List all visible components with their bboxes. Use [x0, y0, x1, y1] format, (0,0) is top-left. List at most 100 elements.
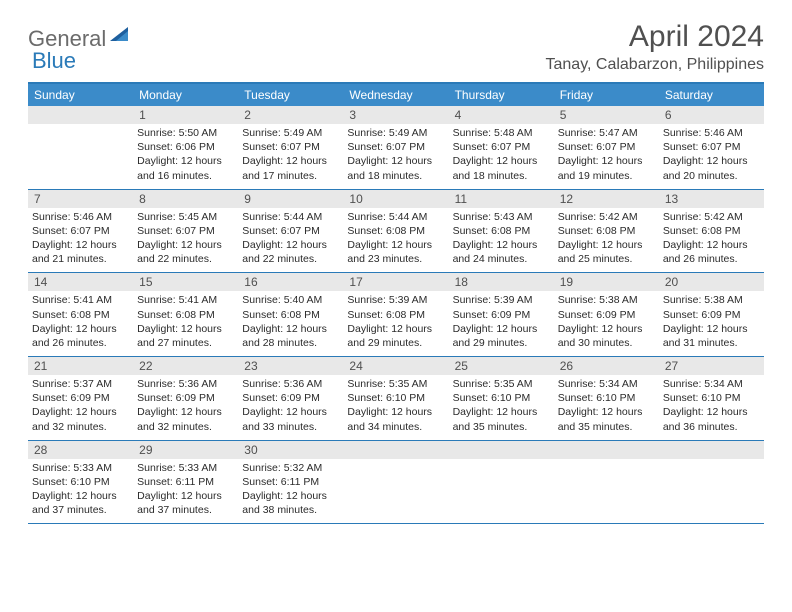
sunset-text: Sunset: 6:08 PM	[558, 224, 655, 238]
daylight-text: Daylight: 12 hours and 37 minutes.	[137, 489, 234, 517]
day-of-week-row: SundayMondayTuesdayWednesdayThursdayFrid…	[28, 84, 764, 106]
day-cell: 18Sunrise: 5:39 AMSunset: 6:09 PMDayligh…	[449, 273, 554, 356]
sunset-text: Sunset: 6:07 PM	[32, 224, 129, 238]
daylight-text: Daylight: 12 hours and 21 minutes.	[32, 238, 129, 266]
day-of-week-header: Friday	[554, 84, 659, 106]
day-cell	[449, 441, 554, 524]
daylight-text: Daylight: 12 hours and 34 minutes.	[347, 405, 444, 433]
day-number: 25	[449, 357, 554, 375]
day-number	[659, 441, 764, 459]
day-cell: 20 Sunrise: 5:38 AMSunset: 6:09 PMDayligh…	[659, 273, 764, 356]
calendar-grid: SundayMondayTuesdayWednesdayThursdayFrid…	[28, 82, 764, 524]
day-body: Sunrise: 5:33 AMSunset: 6:10 PMDaylight:…	[28, 459, 133, 518]
sunset-text: Sunset: 6:08 PM	[242, 308, 339, 322]
day-number: 15	[133, 273, 238, 291]
sunrise-text: Sunrise: 5:37 AM	[32, 377, 129, 391]
sunrise-text: Sunrise: 5:38 AM	[663, 293, 760, 307]
daylight-text: Daylight: 12 hours and 18 minutes.	[347, 154, 444, 182]
day-body: Sunrise: 5:45 AMSunset: 6:07 PMDaylight:…	[133, 208, 238, 267]
day-body: Sunrise: 5:46 AMSunset: 6:07 PMDaylight:…	[28, 208, 133, 267]
day-number: 20	[659, 273, 764, 291]
day-cell: 1Sunrise: 5:50 AMSunset: 6:06 PMDaylight…	[133, 106, 238, 189]
day-body: Sunrise: 5:46 AMSunset: 6:07 PMDaylight:…	[659, 124, 764, 183]
day-cell: 30Sunrise: 5:32 AMSunset: 6:11 PMDayligh…	[238, 441, 343, 524]
day-number: 14	[28, 273, 133, 291]
sunrise-text: Sunrise: 5:41 AM	[32, 293, 129, 307]
daylight-text: Daylight: 12 hours and 26 minutes.	[663, 238, 760, 266]
sunrise-text: Sunrise: 5:35 AM	[453, 377, 550, 391]
daylight-text: Daylight: 12 hours and 22 minutes.	[242, 238, 339, 266]
sunset-text: Sunset: 6:09 PM	[242, 391, 339, 405]
day-cell: 14Sunrise: 5:41 AMSunset: 6:08 PMDayligh…	[28, 273, 133, 356]
calendar-page: General April 2024 Tanay, Calabarzon, Ph…	[0, 0, 792, 544]
day-number: 5	[554, 106, 659, 124]
daylight-text: Daylight: 12 hours and 38 minutes.	[242, 489, 339, 517]
sunrise-text: Sunrise: 5:42 AM	[558, 210, 655, 224]
location-label: Tanay, Calabarzon, Philippines	[546, 56, 765, 74]
day-cell: 24Sunrise: 5:35 AMSunset: 6:10 PMDayligh…	[343, 357, 448, 440]
day-cell: 15Sunrise: 5:41 AMSunset: 6:08 PMDayligh…	[133, 273, 238, 356]
logo-word-2: Blue	[32, 48, 76, 73]
day-number: 12	[554, 190, 659, 208]
sunset-text: Sunset: 6:08 PM	[663, 224, 760, 238]
sunset-text: Sunset: 6:09 PM	[32, 391, 129, 405]
sunset-text: Sunset: 6:07 PM	[663, 140, 760, 154]
day-cell: 19Sunrise: 5:38 AMSunset: 6:09 PMDayligh…	[554, 273, 659, 356]
day-body: Sunrise: 5:49 AMSunset: 6:07 PMDaylight:…	[343, 124, 448, 183]
sunrise-text: Sunrise: 5:43 AM	[453, 210, 550, 224]
sunrise-text: Sunrise: 5:32 AM	[242, 461, 339, 475]
day-number: 22	[133, 357, 238, 375]
day-cell: 7Sunrise: 5:46 AMSunset: 6:07 PMDaylight…	[28, 190, 133, 273]
day-number: 8	[133, 190, 238, 208]
day-number: 17	[343, 273, 448, 291]
sunset-text: Sunset: 6:10 PM	[453, 391, 550, 405]
day-cell: 8Sunrise: 5:45 AMSunset: 6:07 PMDaylight…	[133, 190, 238, 273]
day-number: 23	[238, 357, 343, 375]
sunset-text: Sunset: 6:09 PM	[137, 391, 234, 405]
week-row: 28Sunrise: 5:33 AMSunset: 6:10 PMDayligh…	[28, 441, 764, 525]
sunrise-text: Sunrise: 5:38 AM	[558, 293, 655, 307]
sunrise-text: Sunrise: 5:49 AM	[242, 126, 339, 140]
day-body: Sunrise: 5:34 AMSunset: 6:10 PMDaylight:…	[659, 375, 764, 434]
day-number	[449, 441, 554, 459]
day-number: 27	[659, 357, 764, 375]
day-cell: 21Sunrise: 5:37 AMSunset: 6:09 PMDayligh…	[28, 357, 133, 440]
daylight-text: Daylight: 12 hours and 18 minutes.	[453, 154, 550, 182]
day-body: Sunrise: 5:43 AMSunset: 6:08 PMDaylight:…	[449, 208, 554, 267]
daylight-text: Daylight: 12 hours and 27 minutes.	[137, 322, 234, 350]
day-body: Sunrise: 5:47 AMSunset: 6:07 PMDaylight:…	[554, 124, 659, 183]
day-body: Sunrise: 5:39 AMSunset: 6:08 PMDaylight:…	[343, 291, 448, 350]
day-body: Sunrise: 5:34 AMSunset: 6:10 PMDaylight:…	[554, 375, 659, 434]
sunset-text: Sunset: 6:10 PM	[32, 475, 129, 489]
logo-word-2-wrap: Blue	[32, 48, 76, 74]
week-row: 21Sunrise: 5:37 AMSunset: 6:09 PMDayligh…	[28, 357, 764, 441]
daylight-text: Daylight: 12 hours and 22 minutes.	[137, 238, 234, 266]
daylight-text: Daylight: 12 hours and 33 minutes.	[242, 405, 339, 433]
day-number: 30	[238, 441, 343, 459]
day-body: Sunrise: 5:42 AMSunset: 6:08 PMDaylight:…	[659, 208, 764, 267]
day-body: Sunrise: 5:49 AMSunset: 6:07 PMDaylight:…	[238, 124, 343, 183]
logo-sail-icon	[110, 27, 134, 52]
day-number: 29	[133, 441, 238, 459]
sunset-text: Sunset: 6:07 PM	[137, 224, 234, 238]
daylight-text: Daylight: 12 hours and 31 minutes.	[663, 322, 760, 350]
daylight-text: Daylight: 12 hours and 29 minutes.	[347, 322, 444, 350]
sunset-text: Sunset: 6:10 PM	[663, 391, 760, 405]
sunset-text: Sunset: 6:07 PM	[558, 140, 655, 154]
sunset-text: Sunset: 6:07 PM	[242, 140, 339, 154]
sunset-text: Sunset: 6:09 PM	[663, 308, 760, 322]
sunrise-text: Sunrise: 5:48 AM	[453, 126, 550, 140]
sunset-text: Sunset: 6:10 PM	[347, 391, 444, 405]
sunrise-text: Sunrise: 5:45 AM	[137, 210, 234, 224]
sunset-text: Sunset: 6:09 PM	[558, 308, 655, 322]
day-body	[343, 459, 448, 461]
sunrise-text: Sunrise: 5:49 AM	[347, 126, 444, 140]
day-body: Sunrise: 5:40 AMSunset: 6:08 PMDaylight:…	[238, 291, 343, 350]
day-number: 19	[554, 273, 659, 291]
day-body: Sunrise: 5:39 AMSunset: 6:09 PMDaylight:…	[449, 291, 554, 350]
daylight-text: Daylight: 12 hours and 32 minutes.	[32, 405, 129, 433]
day-number	[28, 106, 133, 124]
day-cell: 9Sunrise: 5:44 AMSunset: 6:07 PMDaylight…	[238, 190, 343, 273]
day-body: Sunrise: 5:41 AMSunset: 6:08 PMDaylight:…	[28, 291, 133, 350]
day-number: 3	[343, 106, 448, 124]
